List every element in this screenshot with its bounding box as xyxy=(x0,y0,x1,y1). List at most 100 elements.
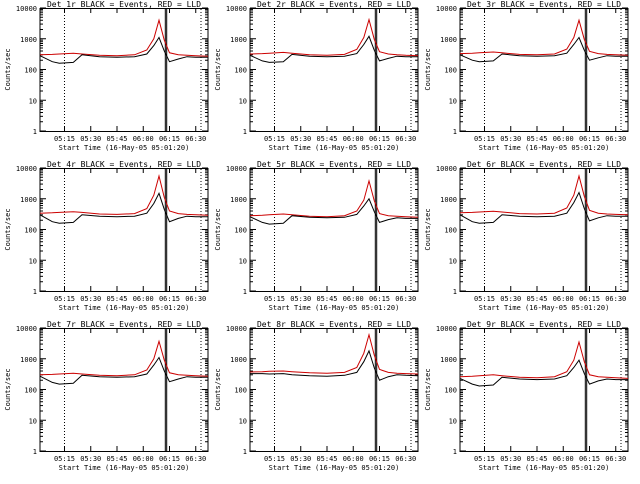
x-tick-label: 06:30 xyxy=(185,295,206,303)
x-tick-label: 06:00 xyxy=(553,295,574,303)
x-tick-label: 06:30 xyxy=(395,135,416,143)
y-tick-label: 10000 xyxy=(436,5,457,13)
x-tick-label: 05:45 xyxy=(316,455,337,463)
y-tick-label: 100 xyxy=(444,387,457,395)
x-tick-label: 05:30 xyxy=(290,455,311,463)
y-tick-label: 10000 xyxy=(16,165,37,173)
x-tick-label: 05:45 xyxy=(316,295,337,303)
x-tick-label: 05:45 xyxy=(316,135,337,143)
y-axis-label: Counts/sec xyxy=(4,368,12,410)
y-tick-label: 10 xyxy=(449,417,457,425)
x-tick-label: 06:15 xyxy=(369,135,390,143)
x-tick-label: 06:15 xyxy=(369,455,390,463)
x-tick-label: 05:15 xyxy=(474,455,495,463)
x-axis-label: Start Time (16-May-05 05:01:20) xyxy=(59,304,190,312)
chart-panel-7: Det 7r BLACK = Events, RED = LLD Counts/s… xyxy=(4,320,209,472)
series-red-line xyxy=(249,17,419,57)
x-tick-label: 05:30 xyxy=(500,455,521,463)
chart-panel-1: Det 1r BLACK = Events, RED = LLD Counts/s… xyxy=(4,0,209,152)
y-tick-label: 100 xyxy=(24,67,37,75)
chart-title: Det 2r BLACK = Events, RED = LLD xyxy=(257,0,411,9)
y-tick-label: 100 xyxy=(24,227,37,235)
series-black-line xyxy=(459,191,628,224)
chart-panel-8: Det 8r BLACK = Events, RED = LLD Counts/s… xyxy=(214,320,419,472)
y-tick-label: 10000 xyxy=(226,325,247,333)
y-axis-label: Counts/sec xyxy=(214,208,222,250)
y-axis-label: Counts/sec xyxy=(214,368,222,410)
y-tick-label: 1000 xyxy=(230,196,247,204)
y-tick-label: 100 xyxy=(234,67,247,75)
x-tick-label: 05:15 xyxy=(474,295,495,303)
plot-frame xyxy=(249,328,419,452)
y-tick-label: 1000 xyxy=(440,196,457,204)
y-tick-label: 10 xyxy=(239,97,247,105)
x-axis-label: Start Time (16-May-05 05:01:20) xyxy=(269,144,400,152)
y-axis-label: Counts/sec xyxy=(424,48,432,90)
y-tick-label: 1 xyxy=(453,448,457,456)
y-tick-label: 1000 xyxy=(20,196,37,204)
x-tick-label: 05:30 xyxy=(290,135,311,143)
series-black-line xyxy=(39,192,208,224)
plot-frame xyxy=(459,168,629,292)
x-tick-label: 06:30 xyxy=(185,135,206,143)
y-tick-label: 1 xyxy=(453,128,457,136)
plot-frame xyxy=(39,168,209,292)
x-tick-label: 05:30 xyxy=(80,455,101,463)
plot-frame xyxy=(249,8,419,132)
y-axis-label: Counts/sec xyxy=(4,208,12,250)
y-tick-label: 10 xyxy=(29,257,37,265)
chart-title: Det 7r BLACK = Events, RED = LLD xyxy=(47,320,201,329)
plot-frame xyxy=(39,328,209,452)
chart-panel-6: Det 6r BLACK = Events, RED = LLD Counts/s… xyxy=(424,160,629,312)
x-tick-label: 06:00 xyxy=(343,455,364,463)
y-tick-label: 10 xyxy=(29,417,37,425)
y-tick-label: 1 xyxy=(243,128,247,136)
chart-title: Det 4r BLACK = Events, RED = LLD xyxy=(47,160,201,169)
series-black-line xyxy=(459,359,628,387)
x-tick-label: 06:00 xyxy=(133,295,154,303)
chart-panel-5: Det 5r BLACK = Events, RED = LLD Counts/s… xyxy=(214,160,419,312)
x-tick-label: 05:45 xyxy=(526,295,547,303)
y-tick-label: 1000 xyxy=(230,356,247,364)
x-tick-label: 06:00 xyxy=(343,295,364,303)
series-red-line xyxy=(39,18,209,57)
series-red-line xyxy=(39,174,209,216)
y-tick-label: 10 xyxy=(239,257,247,265)
x-axis-label: Start Time (16-May-05 05:01:20) xyxy=(269,304,400,312)
x-tick-label: 06:00 xyxy=(553,455,574,463)
x-tick-label: 05:15 xyxy=(54,135,75,143)
x-axis-label: Start Time (16-May-05 05:01:20) xyxy=(479,144,610,152)
series-black-line xyxy=(250,349,419,381)
y-axis-label: Counts/sec xyxy=(4,48,12,90)
plot-frame xyxy=(459,8,629,132)
series-red-line xyxy=(459,340,629,379)
x-tick-label: 06:15 xyxy=(579,455,600,463)
series-black-line xyxy=(39,356,208,385)
x-tick-label: 06:00 xyxy=(553,135,574,143)
y-tick-label: 1000 xyxy=(440,356,457,364)
y-tick-label: 1000 xyxy=(440,36,457,44)
x-tick-label: 05:45 xyxy=(106,455,127,463)
series-black-line xyxy=(459,36,628,63)
x-axis-label: Start Time (16-May-05 05:01:20) xyxy=(59,464,190,472)
x-tick-label: 06:15 xyxy=(369,295,390,303)
y-tick-label: 10000 xyxy=(16,5,37,13)
series-red-line xyxy=(249,178,419,218)
y-tick-label: 1 xyxy=(33,128,37,136)
x-tick-label: 05:30 xyxy=(500,135,521,143)
x-tick-label: 05:45 xyxy=(106,295,127,303)
x-tick-label: 05:45 xyxy=(106,135,127,143)
x-tick-label: 06:00 xyxy=(133,135,154,143)
chart-panel-3: Det 3r BLACK = Events, RED = LLD Counts/s… xyxy=(424,0,629,152)
x-tick-label: 05:15 xyxy=(54,295,75,303)
y-tick-label: 1 xyxy=(243,288,247,296)
chart-panel-4: Det 4r BLACK = Events, RED = LLD Counts/s… xyxy=(4,160,209,312)
x-tick-label: 05:15 xyxy=(264,135,285,143)
x-tick-label: 05:30 xyxy=(80,135,101,143)
y-axis-label: Counts/sec xyxy=(214,48,222,90)
x-tick-label: 06:15 xyxy=(579,135,600,143)
x-tick-label: 06:30 xyxy=(605,295,626,303)
series-red-line xyxy=(459,174,629,216)
plot-frame xyxy=(39,8,209,132)
